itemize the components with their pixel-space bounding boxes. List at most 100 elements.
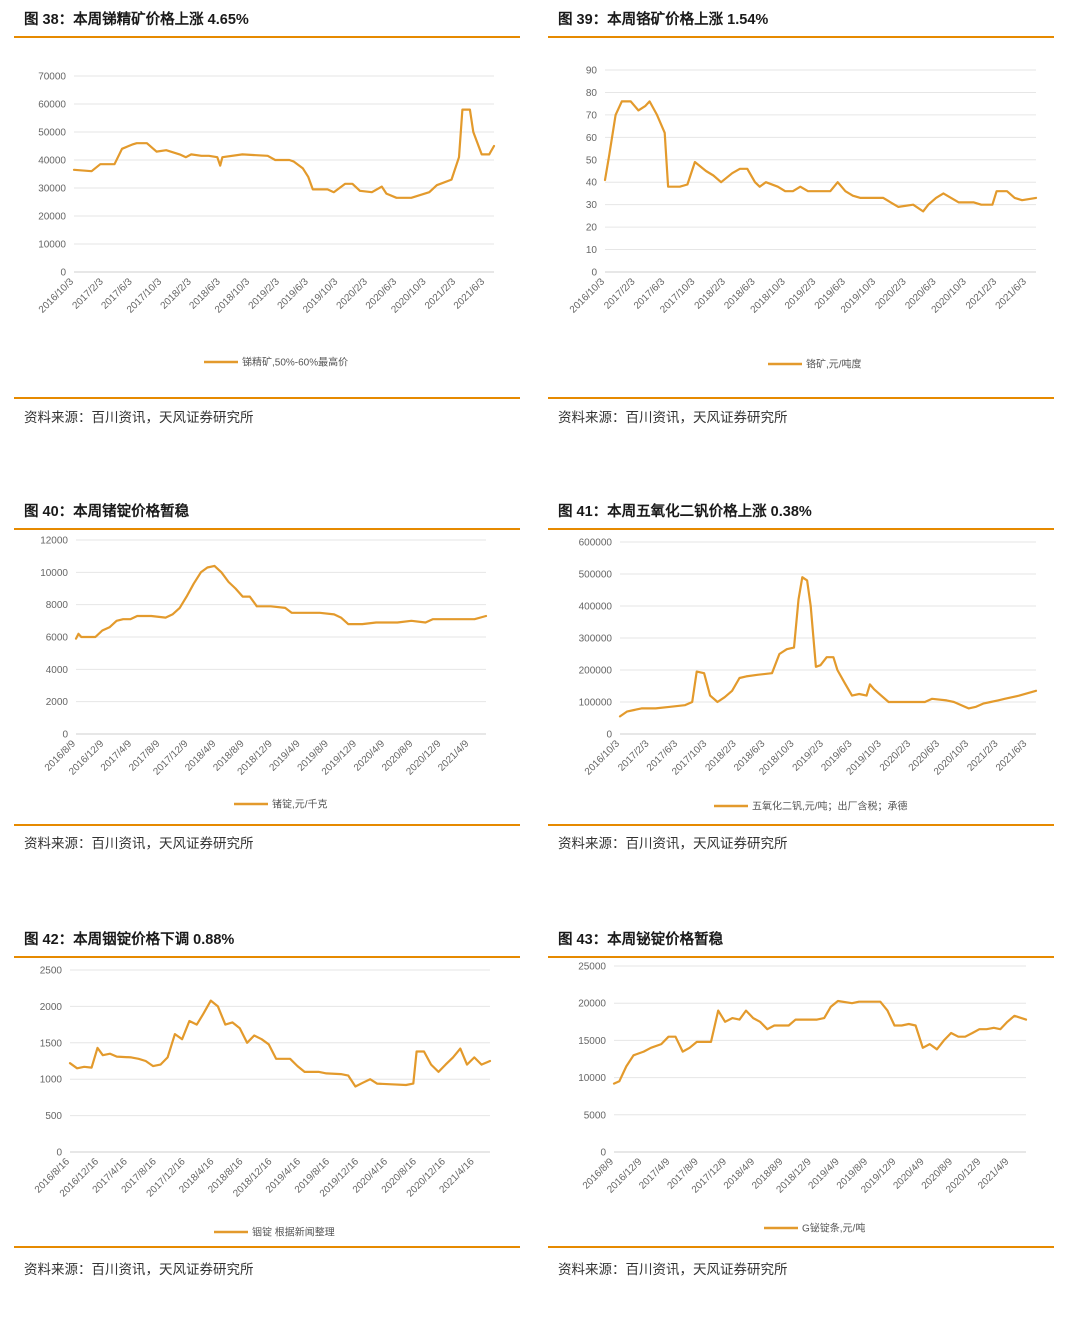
y-tick-label: 70 <box>586 110 598 121</box>
y-tick-label: 10000 <box>578 1073 606 1084</box>
x-tick-label: 2021/4/9 <box>436 738 472 774</box>
y-tick-label: 2000 <box>40 1002 63 1013</box>
y-tick-label: 30000 <box>38 184 66 195</box>
source-rule <box>548 397 1054 399</box>
y-tick-label: 500 <box>45 1111 62 1122</box>
y-tick-label: 400000 <box>579 602 613 613</box>
chart-title: 图 41：本周五氧化二钒价格上涨 0.38% <box>558 504 812 520</box>
y-tick-label: 20 <box>586 223 598 234</box>
y-tick-label: 0 <box>591 268 597 279</box>
y-tick-label: 70000 <box>38 72 66 83</box>
y-tick-label: 10000 <box>38 240 66 251</box>
y-tick-label: 4000 <box>46 665 69 676</box>
legend-label: 锑精矿,50%-60%最高价 <box>242 356 348 369</box>
chart-title: 图 42：本周铟锭价格下调 0.88% <box>24 932 235 948</box>
title-rule <box>14 528 520 530</box>
chart-title: 图 39：本周铬矿价格上涨 1.54% <box>558 12 769 28</box>
chart-42-svg: 050010001500200025002016/8/162016/12/162… <box>33 966 492 1239</box>
y-tick-label: 2000 <box>46 697 69 708</box>
series-line <box>74 564 488 640</box>
legend-label: G铋锭条,元/吨 <box>802 1222 865 1235</box>
chart-title: 图 40：本周锗锭价格暂稳 <box>24 504 190 520</box>
x-tick-label: 2018/2/3 <box>693 276 729 312</box>
chart-40-svg: 0200040006000800010000120002016/8/92016/… <box>40 536 488 811</box>
y-tick-label: 90 <box>586 66 598 77</box>
y-tick-label: 0 <box>56 1148 62 1159</box>
y-tick-label: 40 <box>586 178 598 189</box>
title-rule <box>14 956 520 958</box>
chart-41-svg: 0 100000 200000 300000 400000 500000 600000 201… <box>579 538 1038 813</box>
y-tick-label: 0 <box>60 268 66 279</box>
y-tick-label: 25000 <box>578 962 606 973</box>
y-tick-label: 100000 <box>579 698 613 709</box>
x-tick-label: 2021/2/3 <box>964 276 1000 312</box>
legend-label: 五氧化二钒,元/吨；出厂含税；承德 <box>752 800 908 813</box>
y-tick-label: 60000 <box>38 100 66 111</box>
source-note: 资料来源：百川资讯，天风证券研究所 <box>24 836 254 851</box>
x-tick-label: 2021/4/9 <box>976 1156 1012 1192</box>
x-tick-label: 2016/10/3 <box>37 276 77 316</box>
source-note: 资料来源：百川资讯，天风证券研究所 <box>558 1262 788 1277</box>
y-tick-label: 15000 <box>578 1036 606 1047</box>
chart-39-svg: 01020304050607080902016/10/32017/2/32017… <box>568 66 1038 371</box>
y-tick-label: 20000 <box>578 999 606 1010</box>
source-rule <box>14 1246 520 1248</box>
y-tick-label: 0 <box>606 730 612 741</box>
y-tick-label: 8000 <box>46 600 69 611</box>
chart-panel-42: 图 42：本周铟锭价格下调 0.88% 0 500 1000 1500 2000 2500… <box>14 926 520 1342</box>
y-tick-label: 0 <box>62 730 68 741</box>
source-note: 资料来源：百川资讯，天风证券研究所 <box>24 410 254 425</box>
y-tick-label: 5000 <box>584 1110 607 1121</box>
y-tick-label: 6000 <box>46 633 69 644</box>
y-tick-label: 30 <box>586 200 598 211</box>
x-tick-label: 2019/2/3 <box>783 276 819 312</box>
source-note: 资料来源：百川资讯，天风证券研究所 <box>558 836 788 851</box>
y-tick-label: 1500 <box>40 1038 63 1049</box>
source-rule <box>14 824 520 826</box>
chart-panel-38: 图 38：本周锑精矿价格上涨 4.65% 0 10000 20000 30000 400… <box>14 6 520 425</box>
chart-38-svg: 0 10000 20000 30000 40000 50000 60000 70000 2016… <box>37 72 496 369</box>
y-tick-label: 10000 <box>40 568 68 579</box>
x-tick-label: 2021/6/3 <box>994 738 1030 774</box>
x-tick-label: 2021/6/3 <box>994 276 1030 312</box>
x-tick-label: 2021/6/3 <box>452 276 488 312</box>
series-line <box>68 999 492 1088</box>
source-rule <box>548 1246 1054 1248</box>
title-rule <box>548 36 1054 38</box>
series-line <box>618 576 1038 718</box>
y-tick-label: 80 <box>586 88 598 99</box>
chart-title: 图 43：本周铋锭价格暂稳 <box>558 932 724 948</box>
source-note: 资料来源：百川资讯，天风证券研究所 <box>24 1262 254 1277</box>
title-rule <box>548 956 1054 958</box>
series-line <box>612 999 1028 1085</box>
y-tick-label: 10 <box>586 245 598 256</box>
y-tick-label: 60 <box>586 133 598 144</box>
y-tick-label: 50 <box>586 155 598 166</box>
y-tick-label: 1000 <box>40 1075 63 1086</box>
y-tick-label: 40000 <box>38 156 66 167</box>
legend-label: 铟锭 根据新闻整理 <box>252 1226 335 1239</box>
source-rule <box>14 397 520 399</box>
x-tick-label: 2017/2/3 <box>602 276 638 312</box>
y-tick-label: 500000 <box>579 570 613 581</box>
y-tick-label: 12000 <box>40 536 68 547</box>
y-tick-label: 200000 <box>579 666 613 677</box>
chart-panel-41: 图 41：本周五氧化二钒价格上涨 0.38% 0 100000 200000 3000… <box>548 498 1054 914</box>
chart-panel-43: 图 43：本周铋锭价格暂稳 0 5000 10000 15000 20000 25000 2… <box>548 926 1054 1342</box>
y-tick-label: 50000 <box>38 128 66 139</box>
legend-label: 锗锭,元/千克 <box>272 798 328 811</box>
x-tick-label: 2020/2/3 <box>873 276 909 312</box>
title-rule <box>14 36 520 38</box>
source-rule <box>548 824 1054 826</box>
series-line <box>603 100 1038 213</box>
y-tick-label: 20000 <box>38 212 66 223</box>
source-note: 资料来源：百川资讯，天风证券研究所 <box>558 410 788 425</box>
chart-title: 图 38：本周锑精矿价格上涨 4.65% <box>24 12 249 28</box>
series-line <box>72 108 496 199</box>
chart-panel-39: 图 39：本周铬矿价格上涨 1.54% 0 10 20 30 40 50 60 70 80 90 2… <box>548 6 1054 425</box>
y-tick-label: 600000 <box>579 538 613 549</box>
x-tick-label: 2016/10/3 <box>583 738 623 778</box>
chart-panel-40: 图 40：本周锗锭价格暂稳 0 2000 4000 6000 8000 10000 1200… <box>14 498 520 914</box>
title-rule <box>548 528 1054 530</box>
x-tick-label: 2016/10/3 <box>568 276 608 316</box>
